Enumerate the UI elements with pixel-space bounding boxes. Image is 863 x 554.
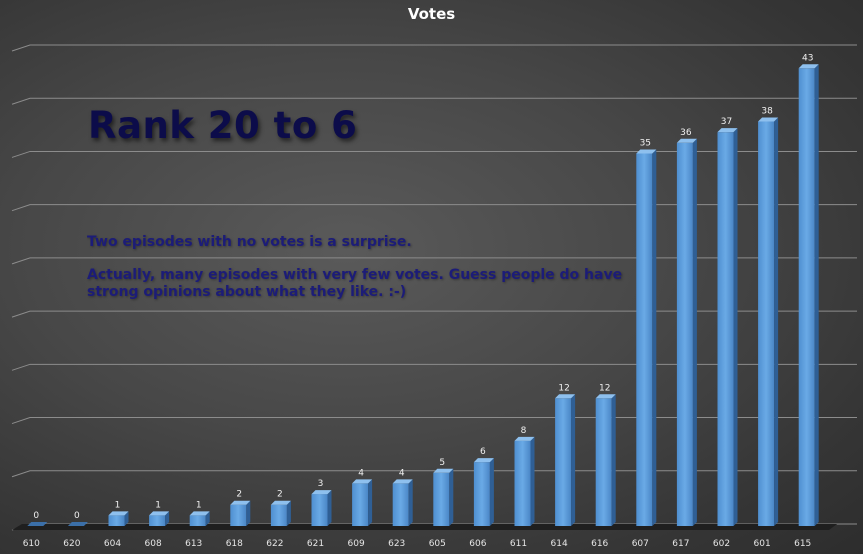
bar-606 xyxy=(473,458,494,526)
annotation-heading: Rank 20 to 6 xyxy=(88,104,358,147)
bar-609 xyxy=(352,479,373,526)
x-tick-label-623: 623 xyxy=(388,539,405,549)
bar-623 xyxy=(392,479,413,526)
bar-610 xyxy=(27,522,48,526)
x-tick-label-613: 613 xyxy=(185,539,202,549)
data-label-610: 0 xyxy=(33,511,39,521)
bar-608 xyxy=(149,511,170,526)
x-tick-label-608: 608 xyxy=(145,539,162,549)
gridline xyxy=(11,363,857,371)
data-label-607: 35 xyxy=(640,138,651,148)
bar-618 xyxy=(230,500,251,526)
x-tick-label-622: 622 xyxy=(266,539,283,549)
data-label-606: 6 xyxy=(480,447,486,457)
x-tick-label-616: 616 xyxy=(591,539,608,549)
x-tick-label-617: 617 xyxy=(672,539,689,549)
x-tick-label-614: 614 xyxy=(551,539,568,549)
bar-602 xyxy=(717,128,738,526)
x-tick-label-605: 605 xyxy=(429,539,446,549)
data-label-618: 2 xyxy=(236,490,242,500)
x-tick-label-618: 618 xyxy=(226,539,243,549)
bar-604 xyxy=(108,511,129,526)
bar-616 xyxy=(595,394,616,526)
gridline xyxy=(11,150,857,158)
bar-620 xyxy=(67,522,88,526)
gridline xyxy=(11,470,857,478)
bar-614 xyxy=(555,394,576,526)
data-label-601: 38 xyxy=(761,107,773,117)
data-label-611: 8 xyxy=(521,426,527,436)
chart-title: Votes xyxy=(407,5,456,23)
x-tick-label-620: 620 xyxy=(63,539,80,549)
x-tick-label-615: 615 xyxy=(794,539,811,549)
bar-621 xyxy=(311,490,332,526)
bar-607 xyxy=(636,149,657,526)
x-tick-label-602: 602 xyxy=(713,539,730,549)
data-label-615: 43 xyxy=(802,53,813,63)
data-label-621: 3 xyxy=(318,479,324,489)
x-tick-label-621: 621 xyxy=(307,539,324,549)
bar-613 xyxy=(189,511,210,526)
data-label-608: 1 xyxy=(155,500,161,510)
data-label-609: 4 xyxy=(358,468,364,478)
data-label-604: 1 xyxy=(115,500,121,510)
data-label-614: 12 xyxy=(558,383,569,393)
gridline xyxy=(11,310,857,318)
data-label-620: 0 xyxy=(74,511,80,521)
gridline xyxy=(11,44,857,52)
gridline xyxy=(11,257,857,265)
data-label-613: 1 xyxy=(196,500,202,510)
bar-622 xyxy=(270,500,291,526)
gridline xyxy=(11,204,857,212)
data-label-602: 37 xyxy=(721,117,732,127)
bar-611 xyxy=(514,436,535,526)
bar-617 xyxy=(676,138,697,527)
data-label-605: 5 xyxy=(439,458,445,468)
annotation-note-1: Two episodes with no votes is a surprise… xyxy=(87,234,412,250)
gridline xyxy=(11,97,857,105)
x-tick-label-604: 604 xyxy=(104,539,121,549)
annotation-note-2: Actually, many episodes with very few vo… xyxy=(87,267,623,300)
bar-615 xyxy=(798,64,819,527)
x-tick-label-607: 607 xyxy=(632,539,649,549)
x-tick-label-610: 610 xyxy=(23,539,40,549)
data-label-622: 2 xyxy=(277,490,283,500)
data-label-617: 36 xyxy=(680,128,692,138)
x-tick-label-606: 606 xyxy=(469,539,486,549)
bar-605 xyxy=(433,468,454,526)
gridline xyxy=(11,417,857,425)
x-tick-label-601: 601 xyxy=(754,539,771,549)
x-tick-label-609: 609 xyxy=(348,539,365,549)
x-tick-label-611: 611 xyxy=(510,539,527,549)
data-label-623: 4 xyxy=(399,468,405,478)
bar-601 xyxy=(758,117,779,526)
chart-floor xyxy=(12,524,837,530)
data-label-616: 12 xyxy=(599,383,610,393)
